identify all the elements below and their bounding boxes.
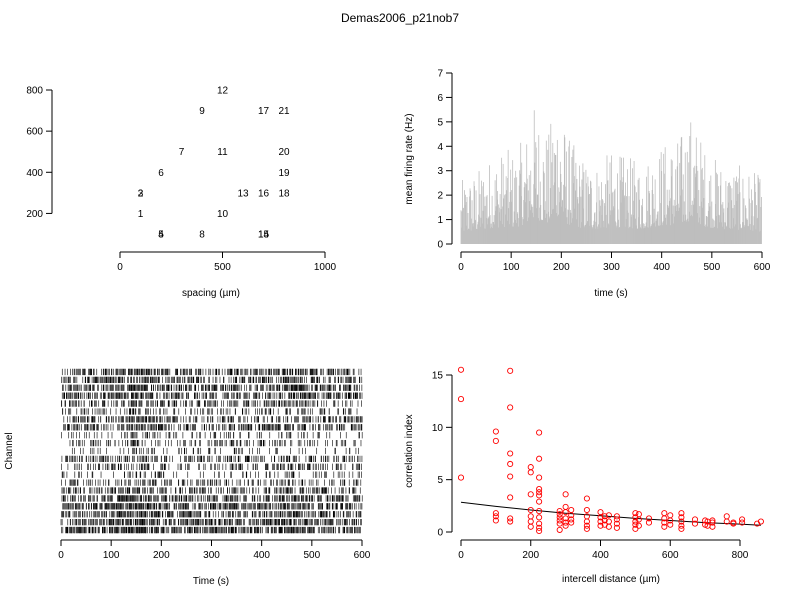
raster-row [63,416,363,423]
layout-y-tick-label: 600 [26,127,43,138]
rate-y-tick-label: 5 [437,117,443,128]
electrode-label: 3 [138,188,144,199]
electrode-label: 5 [158,230,164,241]
electrode-label: 10 [217,209,229,220]
layout-y-tick-label: 200 [26,209,43,220]
rate-y-tick-label: 4 [437,142,443,153]
raster-row [62,384,363,391]
electrode-label: 16 [258,188,270,199]
raster-row [61,487,361,494]
raster-row [61,463,362,470]
electrode-label: 4 [158,230,164,241]
layout-x-axis: 0 500 1000 [117,251,337,273]
rate-y-label: mean firing rate (Hz) [404,113,415,204]
raster-row [71,447,359,455]
raster-row [62,503,363,510]
raster-row [61,400,362,407]
electrode-label: 20 [278,147,290,158]
electrode-label: 8 [199,230,205,241]
rate-x-tick-label: 400 [653,262,670,273]
electrode-label: 1 [138,209,144,220]
layout-x-tick-label: 0 [117,262,123,273]
firing-rate-bars [460,110,762,244]
rate-x-tick-label: 600 [754,262,771,273]
spike-raster-panel: 0 100 200 300 400 500 600 Time (s) Channel [4,368,371,587]
layout-x-tick-label: 500 [214,262,231,273]
figure-title: Demas2006_p21nob7 [341,11,459,25]
rate-y-tick-label: 3 [437,166,443,177]
raster-row [61,392,363,399]
raster-rows [60,368,363,534]
raster-row [61,368,362,376]
raster-row [62,408,358,415]
rate-y-tick-label: 7 [437,69,443,80]
rate-x-label: time (s) [594,288,627,299]
layout-y-tick-label: 800 [26,86,43,97]
electrode-label: 15 [258,230,270,241]
rate-x-tick-label: 0 [458,262,464,273]
rate-x-tick-label: 300 [603,262,620,273]
raster-row [61,495,363,502]
rate-x-tick-label: 100 [503,262,520,273]
rate-y-tick-label: 2 [437,191,443,202]
electrode-label: 17 [258,106,270,117]
raster-row [61,526,361,534]
electrode-label: 12 [217,86,229,97]
electrode-label: 21 [278,106,290,117]
raster-row [61,511,362,518]
rate-x-tick-label: 200 [553,262,570,273]
electrode-label: 13 [237,188,249,199]
electrode-label: 2 [138,188,144,199]
layout-y-axis: 200 400 600 800 [26,86,53,220]
rate-y-axis: 0 1 2 3 4 5 6 7 [437,69,453,251]
raster-row [63,424,363,431]
rate-x-axis: 0 100 200 300 400 500 600 [458,251,771,273]
electrode-label: 11 [217,147,228,158]
raster-row [61,479,362,486]
raster-row [61,471,362,478]
raster-row [69,439,362,447]
electrode-label: 6 [158,168,164,179]
raster-row [61,376,363,384]
electrode-label: 18 [278,188,290,199]
electrode-label: 14 [258,230,270,241]
layout-x-label: spacing (µm) [182,288,240,299]
electrode-label: 19 [278,168,290,179]
electrode-label: 9 [199,106,205,117]
rate-y-tick-label: 6 [437,93,443,104]
firing-rate-panel: 0 100 200 300 400 500 600 0 1 2 3 4 5 6 7 time (s) me… [404,69,771,300]
rate-y-tick-label: 0 [437,240,443,251]
rate-x-tick-label: 500 [703,262,720,273]
raster-row [60,518,362,526]
raster-row [61,455,363,463]
rate-y-tick-label: 1 [437,215,443,226]
electrode-label: 7 [179,147,185,158]
layout-x-tick-label: 1000 [314,262,337,273]
raster-row [61,432,363,439]
layout-y-tick-label: 400 [26,168,43,179]
